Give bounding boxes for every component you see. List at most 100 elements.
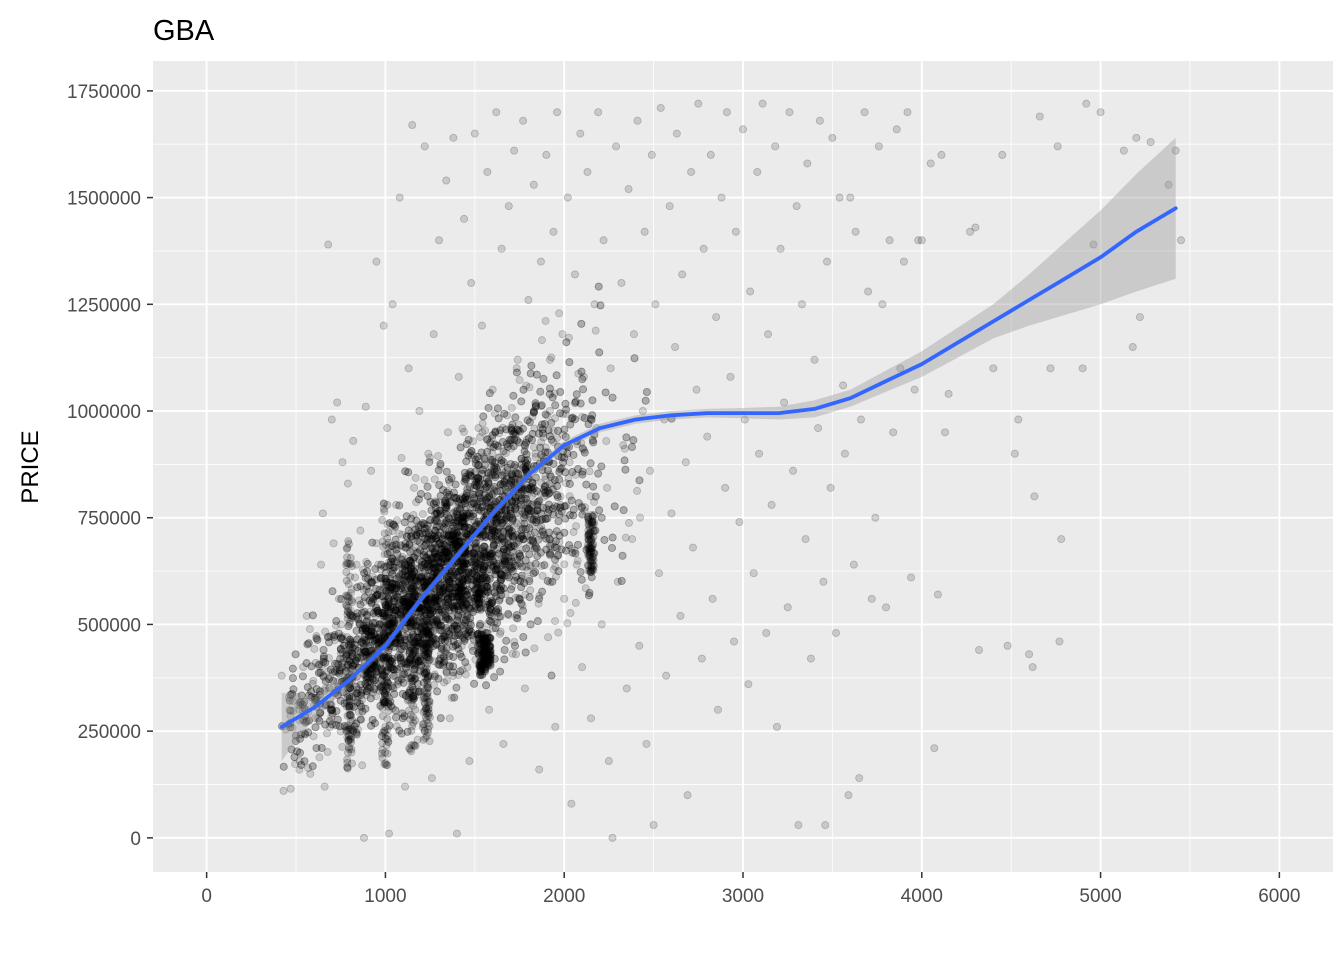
scatter-point <box>309 612 316 619</box>
scatter-point <box>405 365 412 372</box>
scatter-point <box>875 143 882 150</box>
scatter-point <box>882 604 889 611</box>
scatter-point <box>598 621 605 628</box>
scatter-point <box>772 143 779 150</box>
scatter-point <box>435 467 442 474</box>
scatter-point <box>450 134 457 141</box>
scatter-point <box>401 519 408 526</box>
scatter-point <box>527 621 534 628</box>
scatter-point <box>579 386 586 393</box>
scatter-point <box>584 168 591 175</box>
scatter-point <box>592 327 599 334</box>
scatter-point <box>605 757 612 764</box>
scatter-point <box>309 763 316 770</box>
scatter-point <box>421 476 428 483</box>
scatter-point <box>575 500 582 507</box>
scatter-point <box>482 682 489 689</box>
scatter-point <box>811 356 818 363</box>
scatter-point <box>777 245 784 252</box>
scatter-point <box>722 484 729 491</box>
scatter-point <box>518 572 525 579</box>
scatter-point <box>857 416 864 423</box>
scatter-point <box>804 160 811 167</box>
scatter-point <box>578 576 585 583</box>
scatter-point <box>500 740 507 747</box>
scatter-point <box>334 399 341 406</box>
scatter-point <box>781 399 788 406</box>
scatter-point <box>666 203 673 210</box>
scatter-point <box>561 503 568 510</box>
y-axis-label: PRICE <box>17 430 44 503</box>
scatter-point <box>639 407 646 414</box>
scatter-point <box>478 322 485 329</box>
scatter-point <box>491 674 498 681</box>
scatter-point <box>739 126 746 133</box>
scatter-point <box>551 618 558 625</box>
scatter-point <box>397 542 404 549</box>
scatter-point <box>521 685 528 692</box>
chart-title: GBA <box>153 15 215 47</box>
scatter-point <box>455 373 462 380</box>
scatter-point <box>520 386 527 393</box>
scatter-point <box>682 459 689 466</box>
scatter-point <box>538 337 545 344</box>
scatter-point <box>551 476 558 483</box>
scatter-point <box>305 729 312 736</box>
scatter-point <box>555 568 562 575</box>
scatter-point <box>569 414 576 421</box>
scatter-point <box>498 245 505 252</box>
scatter-point <box>814 424 821 431</box>
scatter-point <box>636 642 643 649</box>
scatter-point <box>306 625 313 632</box>
scatter-point <box>652 301 659 308</box>
scatter-point <box>548 419 555 426</box>
scatter-point <box>569 549 576 556</box>
scatter-point <box>396 573 403 580</box>
scatter-point <box>577 568 584 575</box>
scatter-point <box>850 561 857 568</box>
scatter-point <box>291 754 298 761</box>
scatter-point <box>396 502 403 509</box>
scatter-point <box>405 527 412 534</box>
scatter-point <box>941 429 948 436</box>
scatter-point <box>479 420 486 427</box>
scatter-point <box>596 349 603 356</box>
scatter-point <box>494 405 501 412</box>
scatter-point <box>579 445 586 452</box>
scatter-point <box>533 516 540 523</box>
scatter-point <box>572 599 579 606</box>
scatter-point <box>689 544 696 551</box>
scatter-point <box>552 723 559 730</box>
scatter-point <box>1129 343 1136 350</box>
scatter-point <box>406 540 413 547</box>
scatter-point <box>511 147 518 154</box>
scatter-point <box>747 288 754 295</box>
scatter-point <box>618 577 625 584</box>
scatter-point <box>547 542 554 549</box>
scatter-point <box>623 685 630 692</box>
scatter-point <box>802 535 809 542</box>
scatter-point <box>539 426 546 433</box>
scatter-point <box>578 320 585 327</box>
scatter-point <box>317 561 324 568</box>
scatter-point <box>852 228 859 235</box>
scatter-point <box>539 528 546 535</box>
scatter-point <box>618 279 625 286</box>
scatter-point <box>1054 143 1061 150</box>
scatter-point <box>698 655 705 662</box>
scatter-point <box>532 560 539 567</box>
scatter-point <box>477 620 484 627</box>
scatter-point <box>886 237 893 244</box>
scatter-point <box>521 448 528 455</box>
scatter-point <box>543 535 550 542</box>
scatter-point <box>359 762 366 769</box>
scatter-point <box>655 570 662 577</box>
scatter-point <box>567 421 574 428</box>
scatter-point <box>421 143 428 150</box>
scatter-point <box>460 428 467 435</box>
scatter-point <box>559 331 566 338</box>
scatter-point <box>571 271 578 278</box>
scatter-point <box>360 834 367 841</box>
scatter-point <box>604 484 611 491</box>
scatter-point <box>544 577 551 584</box>
